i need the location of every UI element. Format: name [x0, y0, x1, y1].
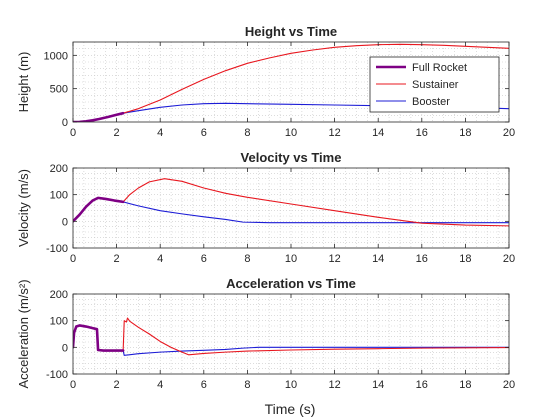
- x-tick-label: 18: [459, 253, 471, 265]
- x-tick-label: 4: [157, 127, 163, 139]
- x-axis-label: Time (s): [265, 401, 316, 417]
- subplot-1: 0 2 4 6 8 10 12 14 16 18 20 0 500 1000 Height vs Time H…: [16, 24, 515, 139]
- y-tick-label: 100: [50, 190, 68, 202]
- x-tick-label: 6: [201, 379, 207, 391]
- y-tick-label: 0: [62, 117, 68, 129]
- y-tick-label: 1000: [44, 50, 68, 62]
- x-tick-label: 12: [328, 253, 340, 265]
- x-tick-label: 0: [70, 379, 76, 391]
- x-tick-label: 16: [416, 127, 428, 139]
- chart-title: Height vs Time: [245, 24, 337, 39]
- series-booster-line: [122, 201, 509, 224]
- x-tick-label: 14: [372, 127, 384, 139]
- series-lines: [73, 178, 509, 227]
- y-axis-label: Acceleration (m/s²): [16, 279, 31, 388]
- x-tick-label: 2: [114, 253, 120, 265]
- x-tick-label: 12: [328, 379, 340, 391]
- x-tick-label: 4: [157, 379, 163, 391]
- legend-label-full-rocket: Full Rocket: [412, 62, 467, 74]
- series-booster-line: [122, 346, 509, 356]
- x-tick-label: 10: [285, 253, 297, 265]
- y-axis-label: Height (m): [16, 52, 31, 113]
- x-tick-label: 16: [416, 379, 428, 391]
- y-tick-label: 0: [62, 216, 68, 228]
- x-tick-label: 14: [372, 379, 384, 391]
- series-sustainer-line: [122, 178, 509, 227]
- chart-title: Acceleration vs Time: [226, 276, 356, 291]
- minor-grid: [73, 294, 509, 374]
- x-tick-label: 0: [70, 127, 76, 139]
- minor-grid: [73, 168, 509, 248]
- x-tick-label: 20: [503, 127, 515, 139]
- x-tick-label: 12: [328, 127, 340, 139]
- y-tick-label: 0: [62, 342, 68, 354]
- x-tick-label: 18: [459, 379, 471, 391]
- chart-title: Velocity vs Time: [241, 150, 342, 165]
- series-lines: [73, 317, 509, 356]
- legend-label-booster: Booster: [412, 96, 450, 108]
- x-tick-label: 2: [114, 127, 120, 139]
- x-tick-label: 8: [244, 127, 250, 139]
- series-full-rocket-line: [73, 324, 125, 352]
- y-tick-label: 200: [50, 289, 68, 301]
- legend-label-sustainer: Sustainer: [412, 79, 459, 91]
- x-tick-label: 20: [503, 379, 515, 391]
- y-tick-label: 200: [50, 163, 68, 175]
- series-sustainer-line: [122, 43, 509, 114]
- y-tick-label: 100: [50, 316, 68, 328]
- y-tick-label: 500: [50, 84, 68, 96]
- x-tick-label: 10: [285, 379, 297, 391]
- y-tick-label: -100: [46, 243, 68, 255]
- x-tick-label: 18: [459, 127, 471, 139]
- subplot-3: 0 2 4 6 8 10 12 14 16 18 20-1000100200Acceleration…: [16, 276, 515, 391]
- series-full-rocket-line: [73, 196, 125, 223]
- x-tick-label: 4: [157, 253, 163, 265]
- x-tick-label: 8: [244, 379, 250, 391]
- x-tick-label: 6: [201, 253, 207, 265]
- x-tick-label: 0: [70, 253, 76, 265]
- x-tick-label: 8: [244, 253, 250, 265]
- x-tick-label: 20: [503, 253, 515, 265]
- legend: Full Rocket Sustainer Booster: [369, 56, 500, 113]
- y-axis-label: Velocity (m/s): [16, 169, 31, 247]
- x-tick-label: 6: [201, 127, 207, 139]
- x-tick-label: 10: [285, 127, 297, 139]
- x-tick-label: 14: [372, 253, 384, 265]
- x-tick-label: 16: [416, 253, 428, 265]
- x-tick-label: 2: [114, 379, 120, 391]
- series-sustainer-line: [122, 317, 509, 356]
- y-tick-label: -100: [46, 369, 68, 381]
